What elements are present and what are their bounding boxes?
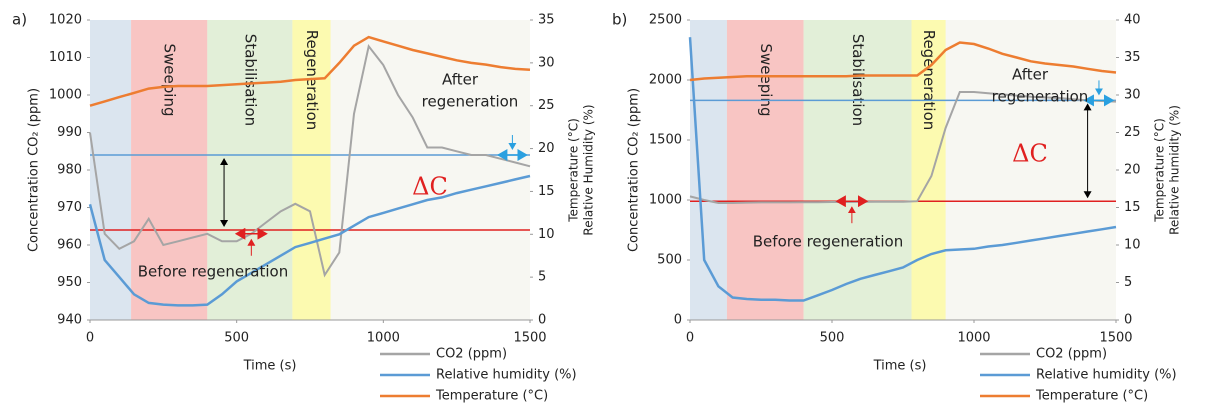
- y2-tick-label: 20: [1124, 163, 1141, 178]
- phase-band: [911, 20, 946, 320]
- delta-label: ΔC: [412, 173, 448, 201]
- x-tick-label: 1000: [957, 331, 990, 346]
- before-label: Before regeneration: [138, 263, 288, 281]
- phase-band: [131, 20, 208, 320]
- delta-label: ΔC: [1012, 140, 1048, 168]
- phase-label: Stabilisation: [849, 34, 867, 126]
- y2-axis-label: Temperature (°C): [1153, 118, 1167, 223]
- before-label: Before regeneration: [753, 233, 903, 251]
- y2-axis-label: Relative humidity (%): [1168, 105, 1182, 235]
- y2-tick-label: 20: [538, 141, 555, 156]
- y2-axis-label: Relative Humidity (%): [582, 104, 596, 235]
- y2-tick-label: 0: [1124, 313, 1132, 328]
- x-axis-label: Time (s): [243, 359, 297, 374]
- after-label: After: [1012, 66, 1049, 84]
- after-label: regeneration: [422, 93, 519, 111]
- y-tick-label: 980: [57, 163, 82, 178]
- x-tick-label: 500: [820, 331, 845, 346]
- x-tick-label: 1500: [513, 331, 546, 346]
- phase-band: [690, 20, 727, 320]
- y-tick-label: 1500: [649, 133, 682, 148]
- y-tick-label: 1000: [649, 193, 682, 208]
- y-tick-label: 1010: [49, 50, 82, 65]
- y2-tick-label: 0: [538, 313, 546, 328]
- phase-label: Regeneration: [920, 30, 938, 131]
- y2-tick-label: 35: [538, 13, 555, 28]
- y-tick-label: 990: [57, 125, 82, 140]
- legend-label: Temperature (°C): [435, 389, 548, 404]
- panel-label: a): [12, 11, 27, 29]
- phase-label: Sweeping: [757, 44, 775, 117]
- y2-tick-label: 25: [1124, 125, 1141, 140]
- after-label: regeneration: [992, 88, 1089, 106]
- y-tick-label: 960: [57, 238, 82, 253]
- y2-tick-label: 25: [538, 98, 555, 113]
- series-line: [688, 37, 1117, 302]
- series-line: [89, 35, 531, 107]
- phase-band: [726, 20, 804, 320]
- x-tick-label: 1000: [367, 331, 400, 346]
- x-tick-label: 0: [686, 331, 694, 346]
- y2-tick-label: 15: [538, 184, 555, 199]
- y-axis-label: Concentration CO₂ (ppm): [27, 88, 42, 252]
- x-tick-label: 0: [86, 331, 94, 346]
- phase-band: [90, 20, 132, 320]
- y2-tick-label: 15: [1124, 200, 1141, 215]
- legend-label: Relative humidity (%): [1036, 368, 1177, 383]
- legend-label: Temperature (°C): [1035, 389, 1148, 404]
- y2-tick-label: 30: [538, 55, 555, 70]
- y-tick-label: 940: [57, 313, 82, 328]
- y-tick-label: 2500: [649, 13, 682, 28]
- legend-label: CO2 (ppm): [436, 347, 507, 362]
- y-tick-label: 1020: [49, 13, 82, 28]
- phase-label: Sweeping: [161, 44, 179, 117]
- y2-tick-label: 5: [538, 270, 546, 285]
- x-tick-label: 500: [224, 331, 249, 346]
- y2-tick-label: 35: [1124, 50, 1141, 65]
- legend-label: Relative humidity (%): [436, 368, 577, 383]
- y-tick-label: 950: [57, 275, 82, 290]
- y-tick-label: 2000: [649, 73, 682, 88]
- y2-tick-label: 30: [1124, 88, 1141, 103]
- y2-tick-label: 10: [1124, 238, 1141, 253]
- y2-tick-label: 10: [538, 227, 555, 242]
- series-line: [88, 174, 531, 307]
- series-line: [689, 41, 1117, 82]
- panel-label: b): [612, 11, 627, 29]
- y-tick-label: 500: [657, 253, 682, 268]
- legend-label: CO2 (ppm): [1036, 347, 1107, 362]
- y-axis-label: Concentration CO₂ (ppm): [627, 88, 642, 252]
- after-label: After: [442, 71, 479, 89]
- y2-tick-label: 5: [1124, 275, 1132, 290]
- y2-axis-label: Temperature (°C): [567, 118, 581, 223]
- y-tick-label: 970: [57, 200, 82, 215]
- series-line: [689, 91, 1117, 204]
- series-line: [89, 44, 531, 278]
- x-axis-label: Time (s): [873, 359, 927, 374]
- y-tick-label: 1000: [49, 88, 82, 103]
- x-tick-label: 1500: [1099, 331, 1132, 346]
- y-tick-label: 0: [674, 313, 682, 328]
- y2-tick-label: 40: [1124, 13, 1141, 28]
- phase-label: Stabilisation: [241, 34, 259, 126]
